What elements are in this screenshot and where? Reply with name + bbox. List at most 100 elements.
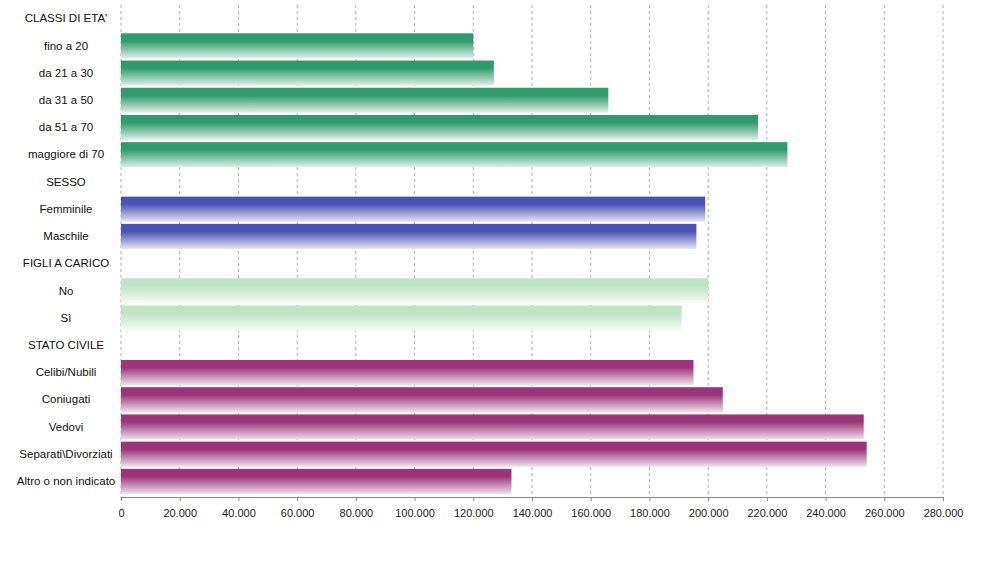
- category-label: STATO CIVILE: [28, 339, 104, 351]
- tick: Sì: [61, 312, 72, 324]
- tick: da 31 a 50: [39, 94, 93, 106]
- category-label: Celibi/Nubili: [36, 366, 97, 378]
- tick-mark: [826, 497, 827, 501]
- tick-mark: [884, 497, 885, 501]
- bars: [121, 33, 867, 494]
- tick: Coniugati: [42, 393, 91, 405]
- category-label: CLASSI DI ETA': [25, 12, 108, 24]
- bar: [121, 115, 758, 140]
- tick-mark: [415, 497, 416, 501]
- plot: 0 20.000 40.000 60.000 80.000 100.000 120.000 1…: [17, 5, 964, 519]
- chart: 0 20.000 40.000 60.000 80.000 100.000 120.000 1…: [0, 0, 981, 565]
- tick: Celibi/Nubili: [36, 366, 97, 378]
- axis-line: [122, 498, 944, 502]
- tick: CLASSI DI ETA': [25, 12, 108, 24]
- category-label: Maschile: [43, 230, 88, 242]
- tick-label: 20.000: [163, 507, 197, 519]
- category-label: Sì: [61, 312, 72, 324]
- tick-mark: [591, 497, 592, 501]
- tick: SESSO: [46, 176, 86, 188]
- tick-label: 0: [118, 507, 124, 519]
- tick: FIGLI A CARICO: [23, 257, 109, 269]
- category-label: fino a 20: [44, 40, 88, 52]
- tick: 40.000: [222, 497, 256, 519]
- tick: 220.000: [747, 497, 787, 519]
- tick: 240.000: [806, 497, 846, 519]
- tick: 60.000: [281, 497, 315, 519]
- tick: 120.000: [454, 497, 494, 519]
- tick: 280.000: [924, 497, 964, 519]
- tick-mark: [943, 497, 944, 501]
- grid: [121, 5, 943, 495]
- category-label: Femminile: [39, 203, 92, 215]
- tick: 180.000: [630, 497, 670, 519]
- tick-label: 120.000: [454, 507, 494, 519]
- tick: 160.000: [571, 497, 611, 519]
- category-label: SESSO: [46, 176, 86, 188]
- tick: 0: [118, 497, 124, 519]
- tick: 200.000: [689, 497, 729, 519]
- tick-label: 220.000: [747, 507, 787, 519]
- tick-label: 280.000: [924, 507, 964, 519]
- tick-mark: [473, 497, 474, 501]
- bar: [121, 360, 693, 385]
- tick-label: 200.000: [689, 507, 729, 519]
- tick: da 51 a 70: [39, 121, 93, 133]
- tick-mark: [238, 497, 239, 501]
- tick: Separati\Divorziati: [19, 448, 112, 460]
- x-axis: 0 20.000 40.000 60.000 80.000 100.000 120.000 1…: [118, 497, 963, 519]
- tick-label: 60.000: [281, 507, 315, 519]
- category-label: da 21 a 30: [39, 67, 93, 79]
- tick-label: 160.000: [571, 507, 611, 519]
- grid-line: [884, 5, 885, 495]
- category-label: Vedovi: [49, 421, 84, 433]
- bar: [121, 414, 864, 439]
- bar: [121, 306, 682, 331]
- tick-label: 260.000: [865, 507, 905, 519]
- tick-mark: [297, 497, 298, 501]
- category-label: No: [59, 285, 74, 297]
- tick: da 21 a 30: [39, 67, 93, 79]
- tick-mark: [708, 497, 709, 501]
- tick-label: 100.000: [395, 507, 435, 519]
- tick: 260.000: [865, 497, 905, 519]
- category-label: da 51 a 70: [39, 121, 93, 133]
- category-label: Coniugati: [42, 393, 91, 405]
- tick-label: 140.000: [513, 507, 553, 519]
- bar: [121, 387, 723, 412]
- y-axis: CLASSI DI ETA' fino a 20 da 21 a 30 da 31 a…: [17, 12, 115, 487]
- tick: 80.000: [340, 497, 374, 519]
- tick: 140.000: [513, 497, 553, 519]
- tick-mark: [356, 497, 357, 501]
- tick: 100.000: [395, 497, 435, 519]
- tick: Maschile: [43, 230, 88, 242]
- tick: Femminile: [39, 203, 92, 215]
- bar: [121, 224, 696, 249]
- tick: STATO CIVILE: [28, 339, 104, 351]
- tick: No: [59, 285, 74, 297]
- bar: [121, 88, 608, 113]
- tick-mark: [532, 497, 533, 501]
- tick-mark: [767, 497, 768, 501]
- category-label: maggiore di 70: [28, 148, 104, 160]
- bar: [121, 469, 511, 494]
- category-label: da 31 a 50: [39, 94, 93, 106]
- tick: maggiore di 70: [28, 148, 104, 160]
- tick-label: 40.000: [222, 507, 256, 519]
- tick: Vedovi: [49, 421, 84, 433]
- tick-label: 80.000: [340, 507, 374, 519]
- tick-mark: [180, 497, 181, 501]
- tick-label: 180.000: [630, 507, 670, 519]
- tick: fino a 20: [44, 40, 88, 52]
- bar: [121, 278, 708, 303]
- category-label: Altro o non indicato: [17, 475, 115, 487]
- bar: [121, 33, 473, 58]
- tick-mark: [649, 497, 650, 501]
- tick: Altro o non indicato: [17, 475, 115, 487]
- bar: [121, 61, 494, 86]
- tick-mark: [121, 497, 122, 501]
- tick: 20.000: [163, 497, 197, 519]
- category-label: Separati\Divorziati: [19, 448, 112, 460]
- tick-label: 240.000: [806, 507, 846, 519]
- bar: [121, 197, 705, 222]
